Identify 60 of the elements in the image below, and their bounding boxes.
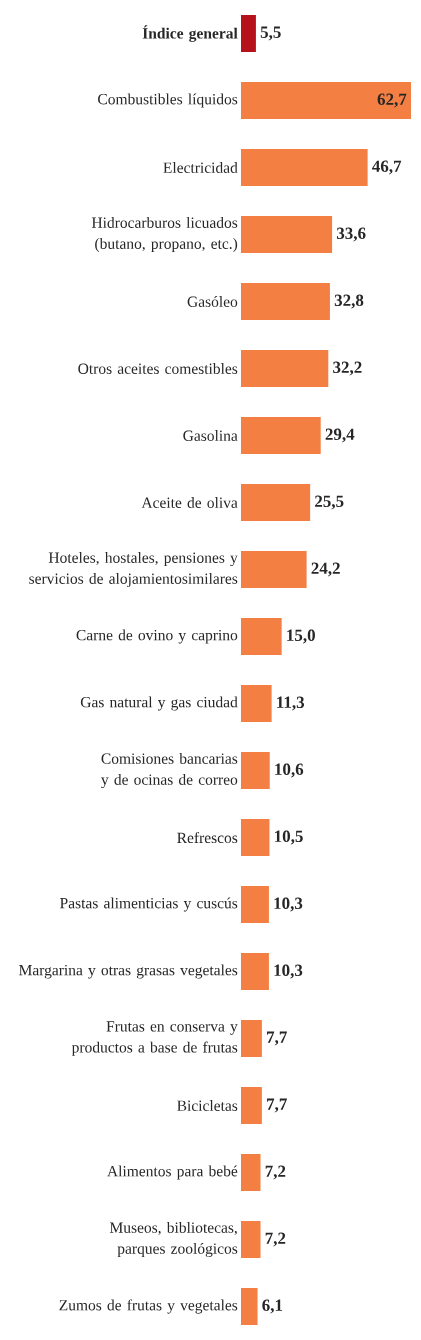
y-tick-label: Bicicletas: [177, 1100, 238, 1111]
y-tick-label: Hoteles, hostales, pensiones y servicios de alojamientosimilares: [29, 551, 238, 588]
bar: [241, 953, 269, 991]
y-tick-label: Carne de ovino y caprino: [76, 629, 238, 644]
data-label: 7,7: [267, 1031, 287, 1046]
data-label: 10,5: [275, 830, 303, 845]
bar: [241, 283, 330, 321]
y-tick-label: Hidrocarburos licuados (butano, propano, etc.): [91, 216, 238, 253]
data-label: 10,3: [274, 897, 303, 912]
y-tick-label: Electricidad: [163, 162, 238, 173]
bar: [241, 484, 311, 522]
bar: [241, 82, 411, 120]
bar: [241, 1087, 262, 1125]
bar: [241, 149, 368, 187]
y-tick-label: Alimentos para bebé: [107, 1165, 238, 1180]
bar: [241, 551, 307, 589]
bar: [241, 1288, 258, 1326]
bar: [241, 752, 270, 790]
y-tick-label: Índice general: [142, 25, 238, 42]
data-label: 10,3: [274, 964, 303, 979]
bar: [241, 1020, 262, 1058]
data-label: 32,2: [333, 361, 362, 376]
bar: [241, 350, 329, 388]
bar: [241, 15, 256, 53]
data-label: 7,7: [267, 1098, 287, 1113]
bar: [241, 819, 270, 857]
data-label: 5,5: [260, 26, 281, 41]
y-tick-label: Gas natural y gas ciudad: [80, 696, 238, 711]
y-tick-label: Refrescos: [177, 831, 238, 844]
bar: [241, 685, 272, 723]
data-label: 25,5: [315, 495, 344, 510]
bar: [241, 1221, 261, 1259]
data-label: 32,8: [334, 294, 364, 309]
y-tick-label: Frutas en conserva y productos a base de frutas: [71, 1021, 238, 1056]
data-label: 62,7: [377, 93, 407, 108]
data-label: 6,1: [262, 1299, 283, 1314]
data-label: 46,7: [372, 160, 402, 175]
data-label: 15,0: [287, 629, 315, 644]
y-tick-label: Aceite de oliva: [141, 497, 238, 508]
data-label: 24,2: [311, 562, 340, 577]
data-label: 11,3: [277, 696, 305, 711]
y-tick-label: Combustibles líquidos: [98, 93, 238, 108]
y-tick-label: Zumos de frutas y vegetales: [59, 1299, 238, 1314]
y-tick-label: Comisiones bancarias y de ocinas de correo: [101, 752, 238, 789]
bar: [241, 417, 321, 455]
y-tick-label: Otros aceites comestibles: [78, 363, 238, 374]
y-tick-label: Pastas alimenticias y cuscús: [60, 897, 238, 912]
bar: [241, 618, 282, 656]
bar: [241, 1154, 261, 1192]
y-tick-label: Margarina y otras grasas vegetales: [19, 964, 238, 979]
bar: [241, 216, 333, 254]
y-tick-label: Gasóleo: [187, 296, 238, 307]
bar: [241, 886, 269, 924]
data-label: 10,6: [275, 763, 304, 778]
data-label: 33,6: [336, 227, 366, 242]
y-tick-label: Gasolina: [183, 430, 238, 441]
data-label: 7,2: [265, 1165, 286, 1180]
data-label: 29,4: [325, 428, 355, 443]
data-label: 7,2: [265, 1232, 286, 1247]
y-tick-label: Museos, bibliotecas, parques zoológicos: [109, 1221, 238, 1258]
